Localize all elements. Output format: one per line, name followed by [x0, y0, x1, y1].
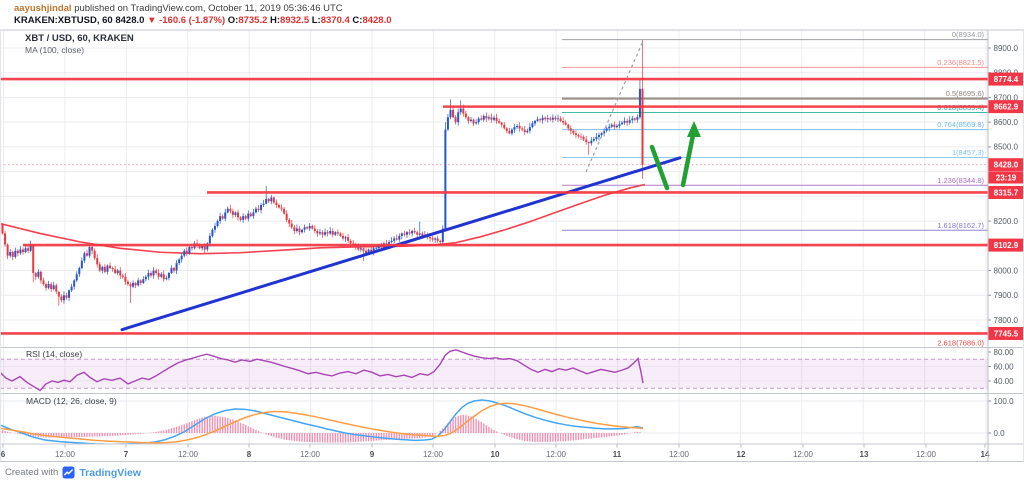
svg-text:7900.0: 7900.0 — [994, 291, 1019, 300]
macd-histogram — [1, 414, 641, 443]
svg-text:0(8934.0): 0(8934.0) — [952, 30, 985, 39]
support-trendline[interactable] — [120, 156, 682, 332]
svg-text:8774.4: 8774.4 — [994, 75, 1019, 84]
svg-text:1.236(8344.8): 1.236(8344.8) — [937, 176, 984, 185]
svg-text:7: 7 — [124, 450, 129, 459]
tradingview-logo-icon — [62, 466, 75, 479]
svg-text:2.618(7686.0): 2.618(7686.0) — [937, 339, 984, 348]
svg-text:12:00: 12:00 — [916, 450, 937, 459]
svg-text:12:00: 12:00 — [669, 450, 690, 459]
svg-text:12:00: 12:00 — [423, 450, 444, 459]
bounce-arrow-annotation[interactable] — [649, 121, 701, 191]
footer-attribution: Created with TradingView — [5, 466, 141, 479]
svg-text:12:00: 12:00 — [546, 450, 567, 459]
svg-text:7745.5: 7745.5 — [994, 329, 1019, 338]
high-value: 8932.5 — [280, 15, 310, 26]
macd-panel — [0, 399, 644, 444]
svg-text:8700.0: 8700.0 — [994, 93, 1019, 102]
svg-text:7800.0: 7800.0 — [994, 316, 1019, 325]
symbol-label: KRAKEN:XBTUSD, 60 — [14, 15, 113, 26]
svg-text:100.0: 100.0 — [994, 397, 1015, 406]
svg-text:80.00: 80.00 — [994, 348, 1015, 357]
tradingview-brand-link[interactable]: TradingView — [79, 466, 142, 479]
macd-line — [0, 399, 644, 444]
price-badge — [988, 72, 1024, 86]
svg-text:0.236(8821.5): 0.236(8821.5) — [937, 58, 984, 67]
svg-text:13: 13 — [860, 450, 869, 459]
svg-text:0.764(8569.8): 0.764(8569.8) — [937, 120, 984, 129]
price-badge — [988, 185, 1024, 199]
time-axis[interactable]: 6 12:00 7 12:00 8 12:00 9 12:00 10 12:00 11 12:00 12… — [1, 444, 990, 459]
macd-signal-line — [0, 402, 643, 444]
svg-text:1(8457.3): 1(8457.3) — [952, 148, 985, 157]
price-badge — [988, 158, 1024, 172]
rsi-line — [0, 349, 644, 392]
svg-text:12:00: 12:00 — [793, 450, 814, 459]
svg-text:8428.0: 8428.0 — [994, 161, 1019, 170]
rsi-panel — [0, 349, 988, 392]
open-label: O: — [227, 15, 239, 26]
horizontal-levels — [0, 77, 988, 335]
created-with-text: Created with — [5, 467, 59, 478]
svg-text:8500.0: 8500.0 — [994, 143, 1019, 152]
candlestick-series — [1, 39, 644, 306]
svg-text:0.0: 0.0 — [994, 429, 1006, 438]
close-value: 8428.0 — [362, 15, 392, 26]
svg-text:12:00: 12:00 — [300, 450, 321, 459]
close-label: C: — [352, 15, 363, 26]
arrow-head-icon — [687, 121, 701, 137]
open-value: 8735.2 — [238, 15, 268, 26]
svg-text:1.618(8162.7): 1.618(8162.7) — [937, 221, 984, 230]
chart-legend-ma[interactable]: MA (100, close) — [25, 45, 85, 55]
price-badge — [988, 326, 1024, 340]
symbol-ohlc-row: KRAKEN:XBTUSD, 60 8428.0 ▼ -160.6 (-1.87… — [14, 15, 392, 26]
svg-text:12:00: 12:00 — [55, 450, 76, 459]
price-badge — [988, 100, 1024, 114]
svg-text:9: 9 — [370, 450, 375, 459]
svg-text:0.5(8695.6): 0.5(8695.6) — [946, 89, 985, 98]
publish-info: aayushjindal published on TradingView.co… — [14, 3, 343, 14]
svg-text:8200.0: 8200.0 — [994, 217, 1019, 226]
svg-text:40.00: 40.00 — [994, 377, 1015, 386]
low-label: L: — [311, 15, 321, 26]
svg-text:8102.9: 8102.9 — [994, 241, 1019, 250]
countdown-badge — [988, 171, 1024, 184]
svg-text:11: 11 — [613, 450, 622, 459]
svg-text:10: 10 — [491, 450, 500, 459]
svg-text:60.00: 60.00 — [994, 362, 1015, 371]
author-link[interactable]: aayushjindal — [14, 3, 72, 14]
last-price: 8428.0 — [115, 15, 145, 26]
svg-text:8000.0: 8000.0 — [994, 266, 1019, 275]
ma-100-line — [0, 183, 646, 255]
price-change: ▼ -160.6 (-1.87%) — [147, 15, 226, 26]
low-value: 8370.4 — [320, 15, 350, 26]
svg-text:8600.0: 8600.0 — [994, 118, 1019, 127]
published-text: published on TradingView.com, October 11… — [71, 3, 343, 14]
chart-legend-symbol[interactable]: XBT / USD, 60, KRAKEN — [25, 33, 134, 44]
price-axis[interactable]: 8900.08800.08700.08600.08500.08300.08200… — [988, 44, 1024, 438]
svg-text:8662.9: 8662.9 — [994, 103, 1019, 112]
macd-panel-label[interactable]: MACD (12, 26, close, 9) — [26, 396, 117, 406]
panel-borders — [0, 29, 1024, 462]
svg-text:14: 14 — [981, 450, 990, 459]
rsi-panel-label[interactable]: RSI (14, close) — [26, 349, 83, 359]
svg-text:12:00: 12:00 — [178, 450, 199, 459]
price-badge — [988, 238, 1024, 252]
high-label: H: — [270, 15, 281, 26]
svg-text:12: 12 — [737, 450, 746, 459]
svg-text:23:19: 23:19 — [996, 173, 1017, 182]
svg-text:8: 8 — [247, 450, 252, 459]
svg-text:8315.7: 8315.7 — [994, 188, 1019, 197]
main-price-panel: 0(8934.0)0.236(8821.5)0.5(8695.6)0.618(8… — [0, 30, 988, 348]
svg-text:8900.0: 8900.0 — [994, 44, 1019, 53]
svg-text:6: 6 — [1, 450, 6, 459]
